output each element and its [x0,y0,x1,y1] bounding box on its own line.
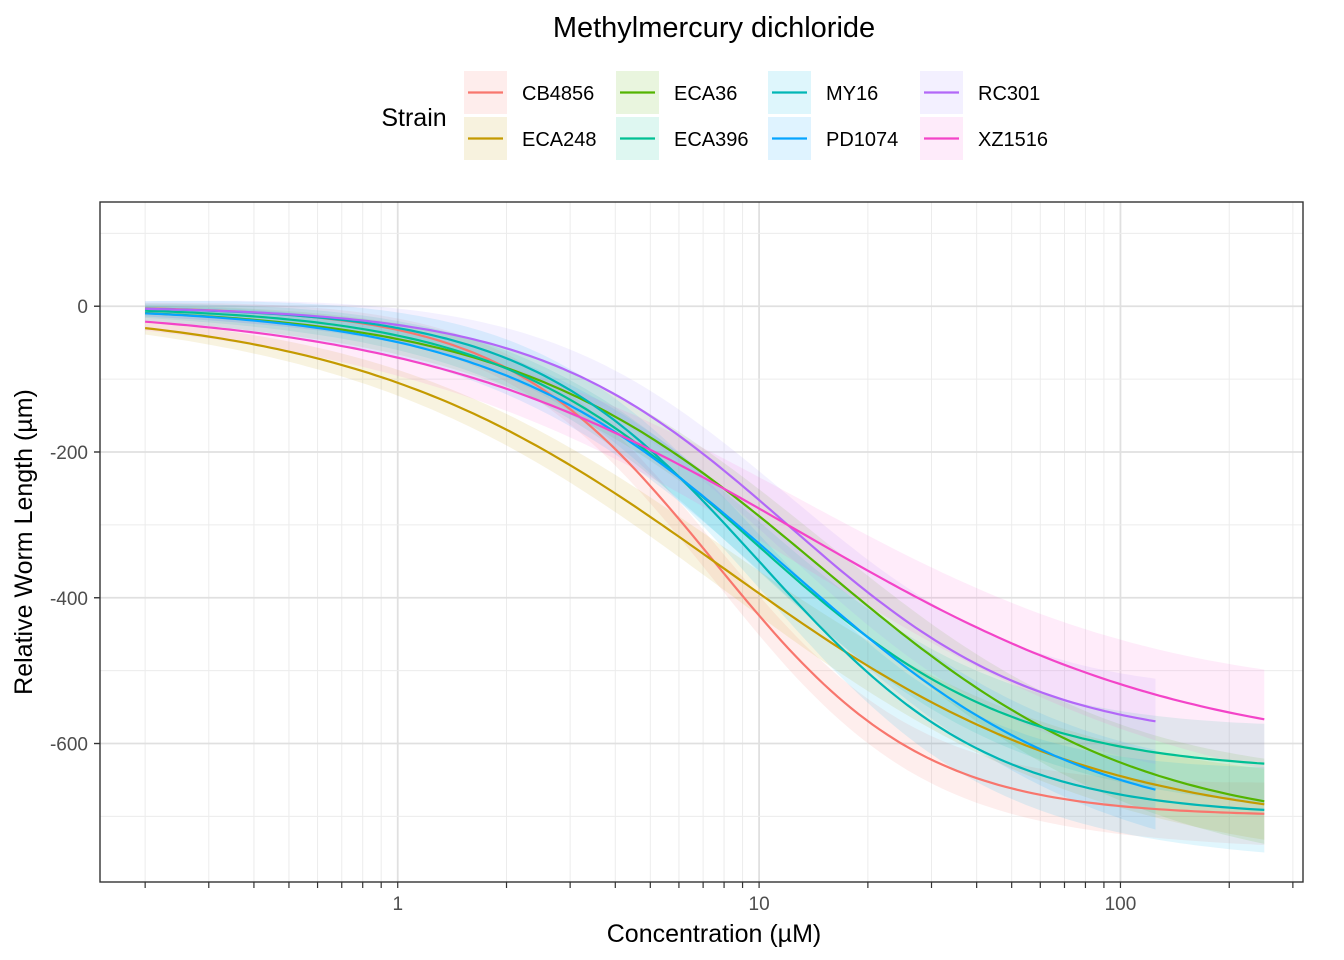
legend-item-eca36: ECA36 [616,71,737,114]
chart-title: Methylmercury dichloride [553,12,875,44]
legend-label: CB4856 [522,83,594,105]
x-tick-label: 10 [749,894,770,915]
legend-item-xz1516: XZ1516 [920,117,1048,160]
legend-item-my16: MY16 [768,71,878,114]
legend-label: RC301 [978,83,1040,105]
y-tick-label: -600 [50,735,88,756]
band-rc301 [145,300,1156,764]
axes: 0 -200 -400 -600 1 10 100 [50,297,1294,915]
line-pd1074 [145,312,1156,791]
line-eca248 [144,327,1265,806]
legend-label: ECA396 [674,129,749,151]
legend-item-eca248: ECA248 [464,117,597,160]
band-eca248 [145,321,1265,840]
legend-item-pd1074: PD1074 [768,117,898,160]
x-tick-label: 1 [392,894,403,915]
legend-label: XZ1516 [978,129,1048,151]
legend-label: ECA248 [522,129,597,151]
y-tick-label: -200 [50,443,88,464]
plot-border [99,201,1304,883]
legend-label: ECA36 [674,83,737,105]
confidence-bands [145,300,1265,853]
band-pd1074 [145,306,1156,830]
line-rc301 [145,307,1156,723]
legend-item-cb4856: CB4856 [464,71,594,114]
y-axis-title: Relative Worm Length (µm) [10,389,38,695]
band-eca396 [145,303,1265,804]
y-tick-label: 0 [77,297,88,318]
grid [100,202,1303,882]
series-lines [144,307,1265,815]
line-eca36 [145,312,1265,803]
band-xz1516 [145,312,1265,769]
band-my16 [145,301,1265,853]
line-xz1516 [145,320,1265,721]
legend: Strain CB4856 ECA248 ECA36 ECA396 MY16 PD1074… [381,71,1048,160]
y-tick-label: -400 [50,589,88,610]
x-axis-title: Concentration (µM) [607,920,821,948]
line-my16 [145,307,1265,811]
legend-label: MY16 [826,83,878,105]
legend-label: PD1074 [826,129,898,151]
band-cb4856 [145,302,1265,845]
x-tick-label: 100 [1105,894,1137,915]
band-eca36 [145,305,1265,844]
legend-title: Strain [381,104,446,132]
legend-item-eca396: ECA396 [616,117,749,160]
legend-item-rc301: RC301 [920,71,1040,114]
